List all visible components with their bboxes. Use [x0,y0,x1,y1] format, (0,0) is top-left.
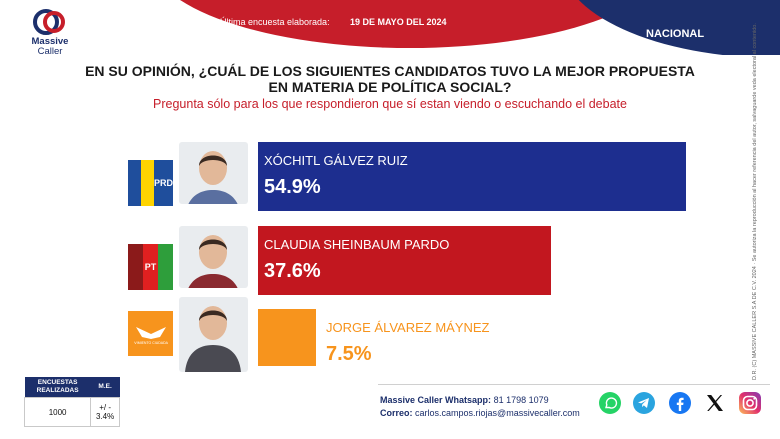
party-logo-segment: PRD [154,160,174,206]
facebook-icon[interactable] [668,391,692,415]
x-icon[interactable] [703,391,727,415]
party-logo-segment [128,244,143,290]
legal-notice-text: D.R. (C) MASSIVE CALLER S.A DE C.V. 2024… [752,23,758,380]
logo-text-line1: Massive [31,36,69,47]
question-line-1: EN SU OPINIÓN, ¿CUÁL DE LOS SIGUIENTES C… [85,63,695,79]
party-logo-1: PRD [128,160,174,206]
candidate-value-3: 7.5% [326,343,372,365]
telegram-icon[interactable] [632,391,656,415]
bar-2 [258,226,551,295]
footer-divider [378,384,770,385]
party-logo-segment [141,160,154,206]
candidate-photo-1 [179,142,248,204]
surveys-header: ENCUESTAS REALIZADAS [24,377,91,398]
party-logo-text: MOVIMIENTO CIUDADANO [134,341,168,345]
scope-label: NACIONAL [646,28,705,40]
whatsapp-icon[interactable] [598,391,622,415]
instagram-icon[interactable] [738,391,762,415]
legal-notice: D.R. (C) MASSIVE CALLER S.A DE C.V. 2024… [752,23,766,380]
email-link[interactable]: carlos.campos.riojas@massivecaller.com [415,408,580,418]
party-logo-2: PT [128,244,173,290]
bar-3 [258,309,316,366]
whatsapp-label: Massive Caller Whatsapp: [380,395,492,405]
email-label: Correo: [380,408,413,418]
candidate-name-2: CLAUDIA SHEINBAUM PARDO [264,237,450,252]
question-subtitle: Pregunta sólo para los que respondieron … [153,97,627,111]
bar-1 [258,142,686,211]
party-logo-3: MOVIMIENTO CIUDADANO [128,311,173,356]
candidate-photo-3 [179,297,248,372]
question-title: EN SU OPINIÓN, ¿CUÁL DE LOS SIGUIENTES C… [60,63,720,95]
question-line-2: EN MATERIA DE POLÍTICA SOCIAL? [268,79,512,95]
whatsapp-number[interactable]: 81 1798 1079 [493,395,549,405]
contact-info: Massive Caller Whatsapp: 81 1798 1079 Co… [380,394,580,420]
survey-date-value: 19 DE MAYO DEL 2024 [350,17,447,27]
eagle-icon: MOVIMIENTO CIUDADANO [134,326,168,345]
party-logo-segment [158,244,173,290]
candidate-name-1: XÓCHITL GÁLVEZ RUIZ [264,153,408,168]
logo-mark-icon [33,9,65,35]
survey-date-label: Última encuesta elaborada: [220,17,330,27]
surveys-value: 1000 [23,397,92,427]
party-logo-segment: PT [143,244,158,290]
massive-caller-logo: Massive Caller [22,8,78,60]
logo-text-line2: Caller [37,46,63,57]
margin-error-value: +/ - 3.4% [90,397,120,427]
candidate-value-2: 37.6% [264,260,321,282]
top-banner: Última encuesta elaborada: 19 DE MAYO DE… [0,0,780,55]
candidate-value-1: 54.9% [264,176,321,198]
margin-error-header: M.E. [90,377,120,398]
party-logo-segment [128,160,141,206]
candidate-name-3: JORGE ÁLVAREZ MÁYNEZ [326,320,490,335]
survey-stats-table: ENCUESTAS REALIZADAS M.E. 1000 +/ - 3.4% [23,377,120,427]
candidate-photo-2 [179,226,248,288]
